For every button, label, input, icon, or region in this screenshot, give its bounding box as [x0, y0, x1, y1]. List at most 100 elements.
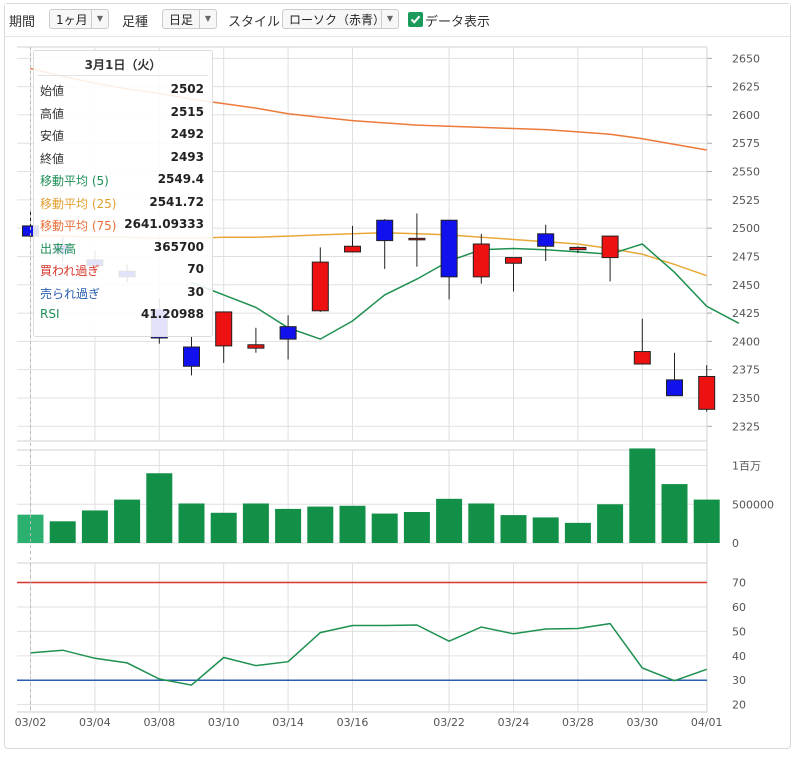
y-tick-label: 2525	[732, 194, 760, 207]
volume-bar	[146, 473, 173, 543]
tooltip-row-label: 移動平均 (25)	[40, 196, 117, 211]
volume-bar	[693, 499, 720, 543]
tooltip-row-label: RSI	[40, 307, 60, 321]
candle-type-select[interactable]: 日足 ▼	[162, 9, 217, 29]
tooltip-row-value: 2492	[170, 127, 204, 141]
volume-tick-label: 0	[732, 537, 739, 550]
volume-bar	[178, 503, 205, 543]
candle-body	[569, 246, 587, 251]
volume-bar	[532, 517, 559, 543]
tooltip-row: 移動平均 (25) 2541.72	[40, 195, 204, 213]
y-tick-label: 2450	[732, 279, 760, 292]
x-tick-label: 03/14	[272, 716, 304, 729]
chevron-down-icon: ▼	[91, 10, 108, 28]
tooltip-row-value: 30	[187, 284, 204, 299]
volume-bar	[436, 498, 463, 543]
x-tick-label: 03/16	[337, 716, 369, 729]
tooltip-row-label: 始値	[40, 84, 65, 98]
x-tick-label: 04/01	[691, 716, 723, 729]
tooltip-row-label: 出来高	[40, 241, 77, 256]
period-label: 期間	[9, 15, 36, 30]
tooltip-row-value: 2549.4	[157, 172, 204, 186]
candle-body	[183, 346, 200, 367]
candle-body	[344, 245, 361, 253]
candle-body	[505, 257, 522, 264]
data-display-checkbox[interactable]	[408, 12, 423, 27]
x-tick-label: 03/04	[79, 716, 111, 729]
volume-bar	[661, 484, 688, 543]
y-tick-label: 2400	[732, 335, 760, 348]
candle-body	[311, 261, 329, 312]
volume-bar	[114, 499, 141, 543]
y-tick-label: 2575	[732, 137, 760, 150]
volume-tick-label: 500000	[732, 498, 774, 511]
candle-body	[215, 311, 233, 347]
rsi-tick-label: 50	[732, 625, 746, 638]
data-tooltip: 3月1日（火） 始値 2502 高値 2515 安値 2492 終値 2493 移動平均 (5)…	[33, 50, 213, 337]
candle-body	[440, 219, 458, 278]
volume-bar	[81, 510, 108, 543]
x-tick-label: 03/02	[15, 716, 47, 729]
tooltip-row-value: 2493	[170, 149, 204, 164]
tooltip-row-label: 売られ過ぎ	[40, 286, 101, 301]
rsi-tick-label: 20	[732, 699, 746, 712]
y-tick-label: 2350	[732, 392, 760, 405]
tooltip-row-value: 2515	[170, 104, 204, 119]
volume-bar	[468, 503, 495, 543]
style-label: スタイル	[228, 15, 281, 30]
candle-type-select-value: 日足	[169, 13, 194, 27]
x-tick-label: 03/24	[498, 716, 530, 729]
candle-body	[698, 375, 716, 410]
candle-body	[472, 243, 490, 278]
tooltip-row: 移動平均 (5) 2549.4	[40, 172, 204, 190]
y-tick-label: 2475	[732, 250, 760, 263]
volume-bar	[403, 512, 430, 543]
volume-bar	[242, 503, 269, 543]
y-tick-label: 2425	[732, 307, 760, 320]
tooltip-row: 売られ過ぎ 30	[40, 285, 204, 303]
tooltip-row-value: 2541.72	[149, 194, 204, 209]
tooltip-row-label: 買われ過ぎ	[40, 264, 100, 278]
chevron-down-icon: ▼	[199, 10, 216, 28]
tooltip-row-label: 終値	[40, 151, 65, 166]
candle-body	[408, 237, 426, 241]
tooltip-row: 始値 2502	[40, 82, 204, 100]
y-tick-label: 2550	[732, 166, 760, 179]
rsi-line	[30, 622, 707, 686]
tooltip-row-value: 70	[187, 262, 204, 276]
tooltip-row: 高値 2515	[40, 105, 204, 123]
toolbar: 期間 1ヶ月 ▼ 足種 日足 ▼ スタイル ローソク（赤青） ▼ データ表示	[5, 4, 790, 37]
volume-bar	[49, 521, 76, 543]
data-display-label: データ表示	[425, 15, 491, 30]
candle-body	[537, 233, 555, 247]
ma5-line	[191, 243, 740, 340]
volume-bar	[275, 508, 302, 543]
style-select-value: ローソク（赤青）	[289, 13, 386, 27]
tooltip-divider	[38, 75, 208, 76]
x-tick-label: 03/08	[143, 716, 175, 729]
tooltip-row-label: 移動平均 (5)	[40, 174, 109, 188]
tooltip-row-value: 2641.09333	[124, 217, 204, 231]
volume-bar	[307, 506, 334, 543]
tooltip-row: 安値 2492	[40, 127, 204, 145]
volume-bar	[629, 448, 656, 543]
volume-bar	[564, 522, 591, 543]
y-tick-label: 2500	[732, 222, 760, 235]
rsi-tick-label: 40	[732, 650, 746, 663]
y-tick-label: 2325	[732, 420, 760, 433]
checkmark-icon	[410, 15, 421, 24]
candle-type-label: 足種	[122, 15, 149, 30]
y-tick-label: 2625	[732, 81, 760, 94]
tooltip-row: 移動平均 (75) 2641.09333	[40, 217, 204, 235]
period-select[interactable]: 1ヶ月 ▼	[49, 9, 109, 29]
candle-body	[633, 351, 651, 365]
tooltip-row-value: 41.20988	[140, 307, 204, 321]
period-select-value: 1ヶ月	[56, 13, 88, 27]
y-tick-label: 2375	[732, 364, 760, 377]
tooltip-row: 出来高 365700	[40, 240, 204, 258]
x-tick-label: 03/28	[562, 716, 594, 729]
candle-body	[666, 379, 683, 397]
style-select[interactable]: ローソク（赤青） ▼	[282, 9, 399, 29]
tooltip-row-label: 高値	[40, 106, 65, 121]
